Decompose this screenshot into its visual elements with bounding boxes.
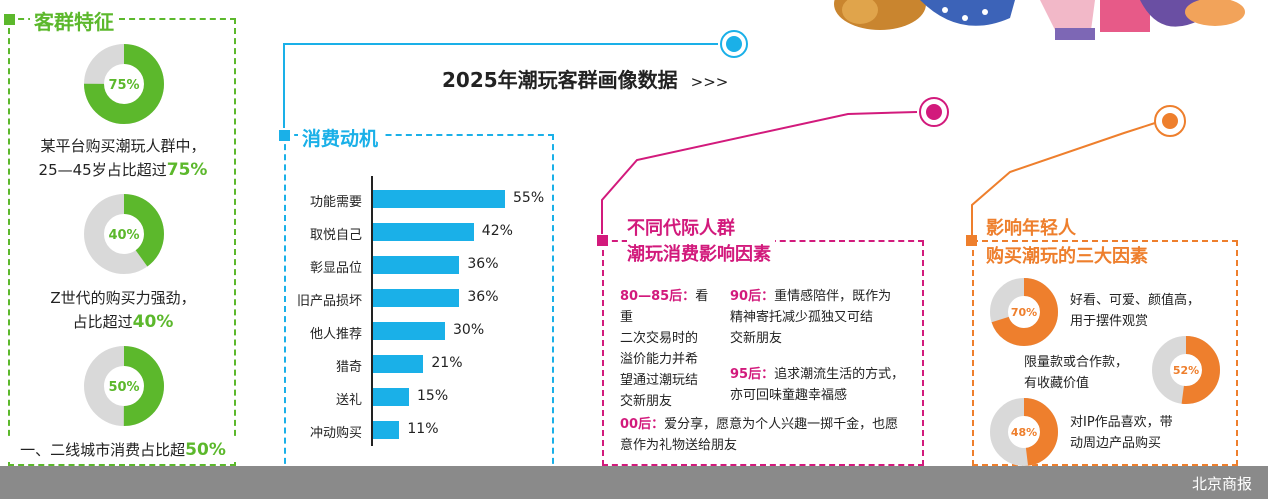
factor-80-85: 80—85后：看重 二次交易时的 溢价能力并希 望通过潮玩结 交新朋友 <box>620 286 720 412</box>
section4-title-1: 影响年轻人 <box>986 218 1076 239</box>
factor-80-85-line-4: 交新朋友 <box>620 394 673 409</box>
section-customer-features <box>8 18 236 466</box>
section1-text-2b-prefix: 占比超过 <box>72 313 133 331</box>
section1-text-1b-prefix: 25—45岁占比超过 <box>38 161 167 179</box>
section1-text-1b-hl: 75% <box>166 160 208 180</box>
factor-00-head: 00后： <box>620 417 665 432</box>
section1-text-3b-prefix: 一、二线城市消费占比超 <box>20 441 186 459</box>
factor-1-line-1: 用于摆件观赏 <box>1070 314 1149 329</box>
factor-80-85-head: 80—85后： <box>620 289 696 304</box>
factor-2-text: 限量款或合作款， 有收藏价值 <box>1024 352 1128 394</box>
factor-3-line-0: 对IP作品喜欢，带 <box>1070 415 1173 430</box>
factor-80-85-line-0: 看重 <box>620 289 709 325</box>
factor-00-line-0: 爱分享，愿意为个人兴趣一掷千金，也愿 <box>664 417 899 432</box>
section1-text-1b: 25—45岁占比超过75% <box>8 158 238 182</box>
factor-1-text: 好看、可爱、颜值高， 用于摆件观赏 <box>1070 290 1200 332</box>
factor-00-line-1: 意作为礼物送给朋友 <box>620 438 738 453</box>
footer-bar: 北京商报 <box>0 466 1268 499</box>
factor-3-line-1: 动周边产品购买 <box>1070 436 1162 451</box>
section3-title-1: 不同代际人群 <box>627 218 735 239</box>
page-title-text: 2025年潮玩客群画像数据 <box>442 68 678 92</box>
section4-donut-1: 70% <box>990 278 1058 346</box>
section1-text-3b-hl: 50% <box>185 440 226 460</box>
section1-donut-3: 50% <box>84 346 164 426</box>
factor-90-line-1: 精神寄托减少孤独又可结 <box>730 310 874 325</box>
section1-text-2b-hl: 40% <box>132 312 174 332</box>
title-arrows: >>> <box>690 73 729 91</box>
section1-text-2b: 占比超过40% <box>8 310 238 334</box>
section1-text-1a: 某平台购买潮玩人群中， <box>40 137 206 155</box>
section1-text-3b: 一、二线城市消费占比超50% <box>8 438 238 462</box>
factor-80-85-line-2: 溢价能力并希 <box>620 352 699 367</box>
section1-text-2a: Z世代的购买力强劲， <box>50 289 196 307</box>
factor-90: 90后：重情感陪伴，既作为 精神寄托减少孤独又可结 交新朋友 <box>730 286 916 349</box>
section2-square-icon <box>279 130 290 141</box>
factor-95-line-0: 追求潮流生活的方式， <box>774 367 905 382</box>
section1-title: 客群特征 <box>30 6 118 35</box>
factor-95-line-1: 亦可回味童趣幸福感 <box>730 388 848 403</box>
factor-00: 00后：爱分享，愿意为个人兴趣一掷千金，也愿 意作为礼物送给朋友 <box>620 414 920 456</box>
factor-2-line-0: 限量款或合作款， <box>1024 355 1129 370</box>
section2-title: 消费动机 <box>298 124 383 151</box>
section1-square-icon <box>4 14 15 25</box>
factor-80-85-line-3: 望通过潮玩结 <box>620 373 699 388</box>
factor-2-line-1: 有收藏价值 <box>1024 376 1090 391</box>
section1-donut-1: 75% <box>84 44 164 124</box>
section3-title-2: 潮玩消费影响因素 <box>627 240 775 266</box>
factor-donut-3-label: 48% <box>1011 426 1037 439</box>
factor-3-text: 对IP作品喜欢，带 动周边产品购买 <box>1070 412 1173 454</box>
factor-95-head: 95后： <box>730 367 775 382</box>
section4-title-2: 购买潮玩的三大因素 <box>986 242 1152 268</box>
section-three-factors <box>972 240 1238 466</box>
section4-donut-3: 48% <box>990 398 1058 466</box>
section4-donut-2: 52% <box>1152 336 1220 404</box>
donut-1-label: 75% <box>108 78 139 93</box>
donut-3-label: 50% <box>108 380 139 395</box>
factor-donut-1-label: 70% <box>1011 306 1037 319</box>
toy-illustration <box>834 0 1245 40</box>
factor-95: 95后：追求潮流生活的方式， 亦可回味童趣幸福感 <box>730 364 916 406</box>
section3-square-icon <box>597 235 608 246</box>
donut-2-label: 40% <box>108 228 139 243</box>
factor-90-line-2: 交新朋友 <box>730 331 783 346</box>
footer-brand: 北京商报 <box>1191 475 1252 493</box>
page-title: 2025年潮玩客群画像数据 >>> <box>442 64 728 93</box>
section1-donut-2: 40% <box>84 194 164 274</box>
factor-1-line-0: 好看、可爱、颜值高， <box>1070 293 1201 308</box>
section-consumption-motives <box>284 134 554 474</box>
factor-80-85-line-1: 二次交易时的 <box>620 331 699 346</box>
section4-square-icon <box>966 235 977 246</box>
factor-donut-2-label: 52% <box>1173 364 1199 377</box>
factor-90-line-0: 重情感陪伴，既作为 <box>774 289 892 304</box>
factor-90-head: 90后： <box>730 289 775 304</box>
